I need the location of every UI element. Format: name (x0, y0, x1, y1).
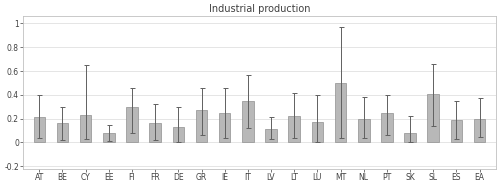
Bar (312, 122, 323, 142)
Bar (172, 127, 184, 142)
Bar (404, 133, 416, 142)
Bar (242, 101, 254, 142)
Bar (103, 133, 115, 142)
Bar (450, 120, 462, 142)
Bar (358, 119, 370, 142)
Title: Industrial production: Industrial production (208, 4, 310, 14)
Bar (126, 107, 138, 142)
Bar (474, 119, 486, 142)
Bar (34, 118, 45, 142)
Bar (381, 113, 392, 142)
Bar (428, 94, 439, 142)
Bar (266, 129, 277, 142)
Bar (335, 83, 346, 142)
Bar (80, 115, 92, 142)
Bar (150, 124, 161, 142)
Bar (56, 124, 68, 142)
Bar (219, 113, 230, 142)
Bar (288, 116, 300, 142)
Bar (196, 110, 207, 142)
